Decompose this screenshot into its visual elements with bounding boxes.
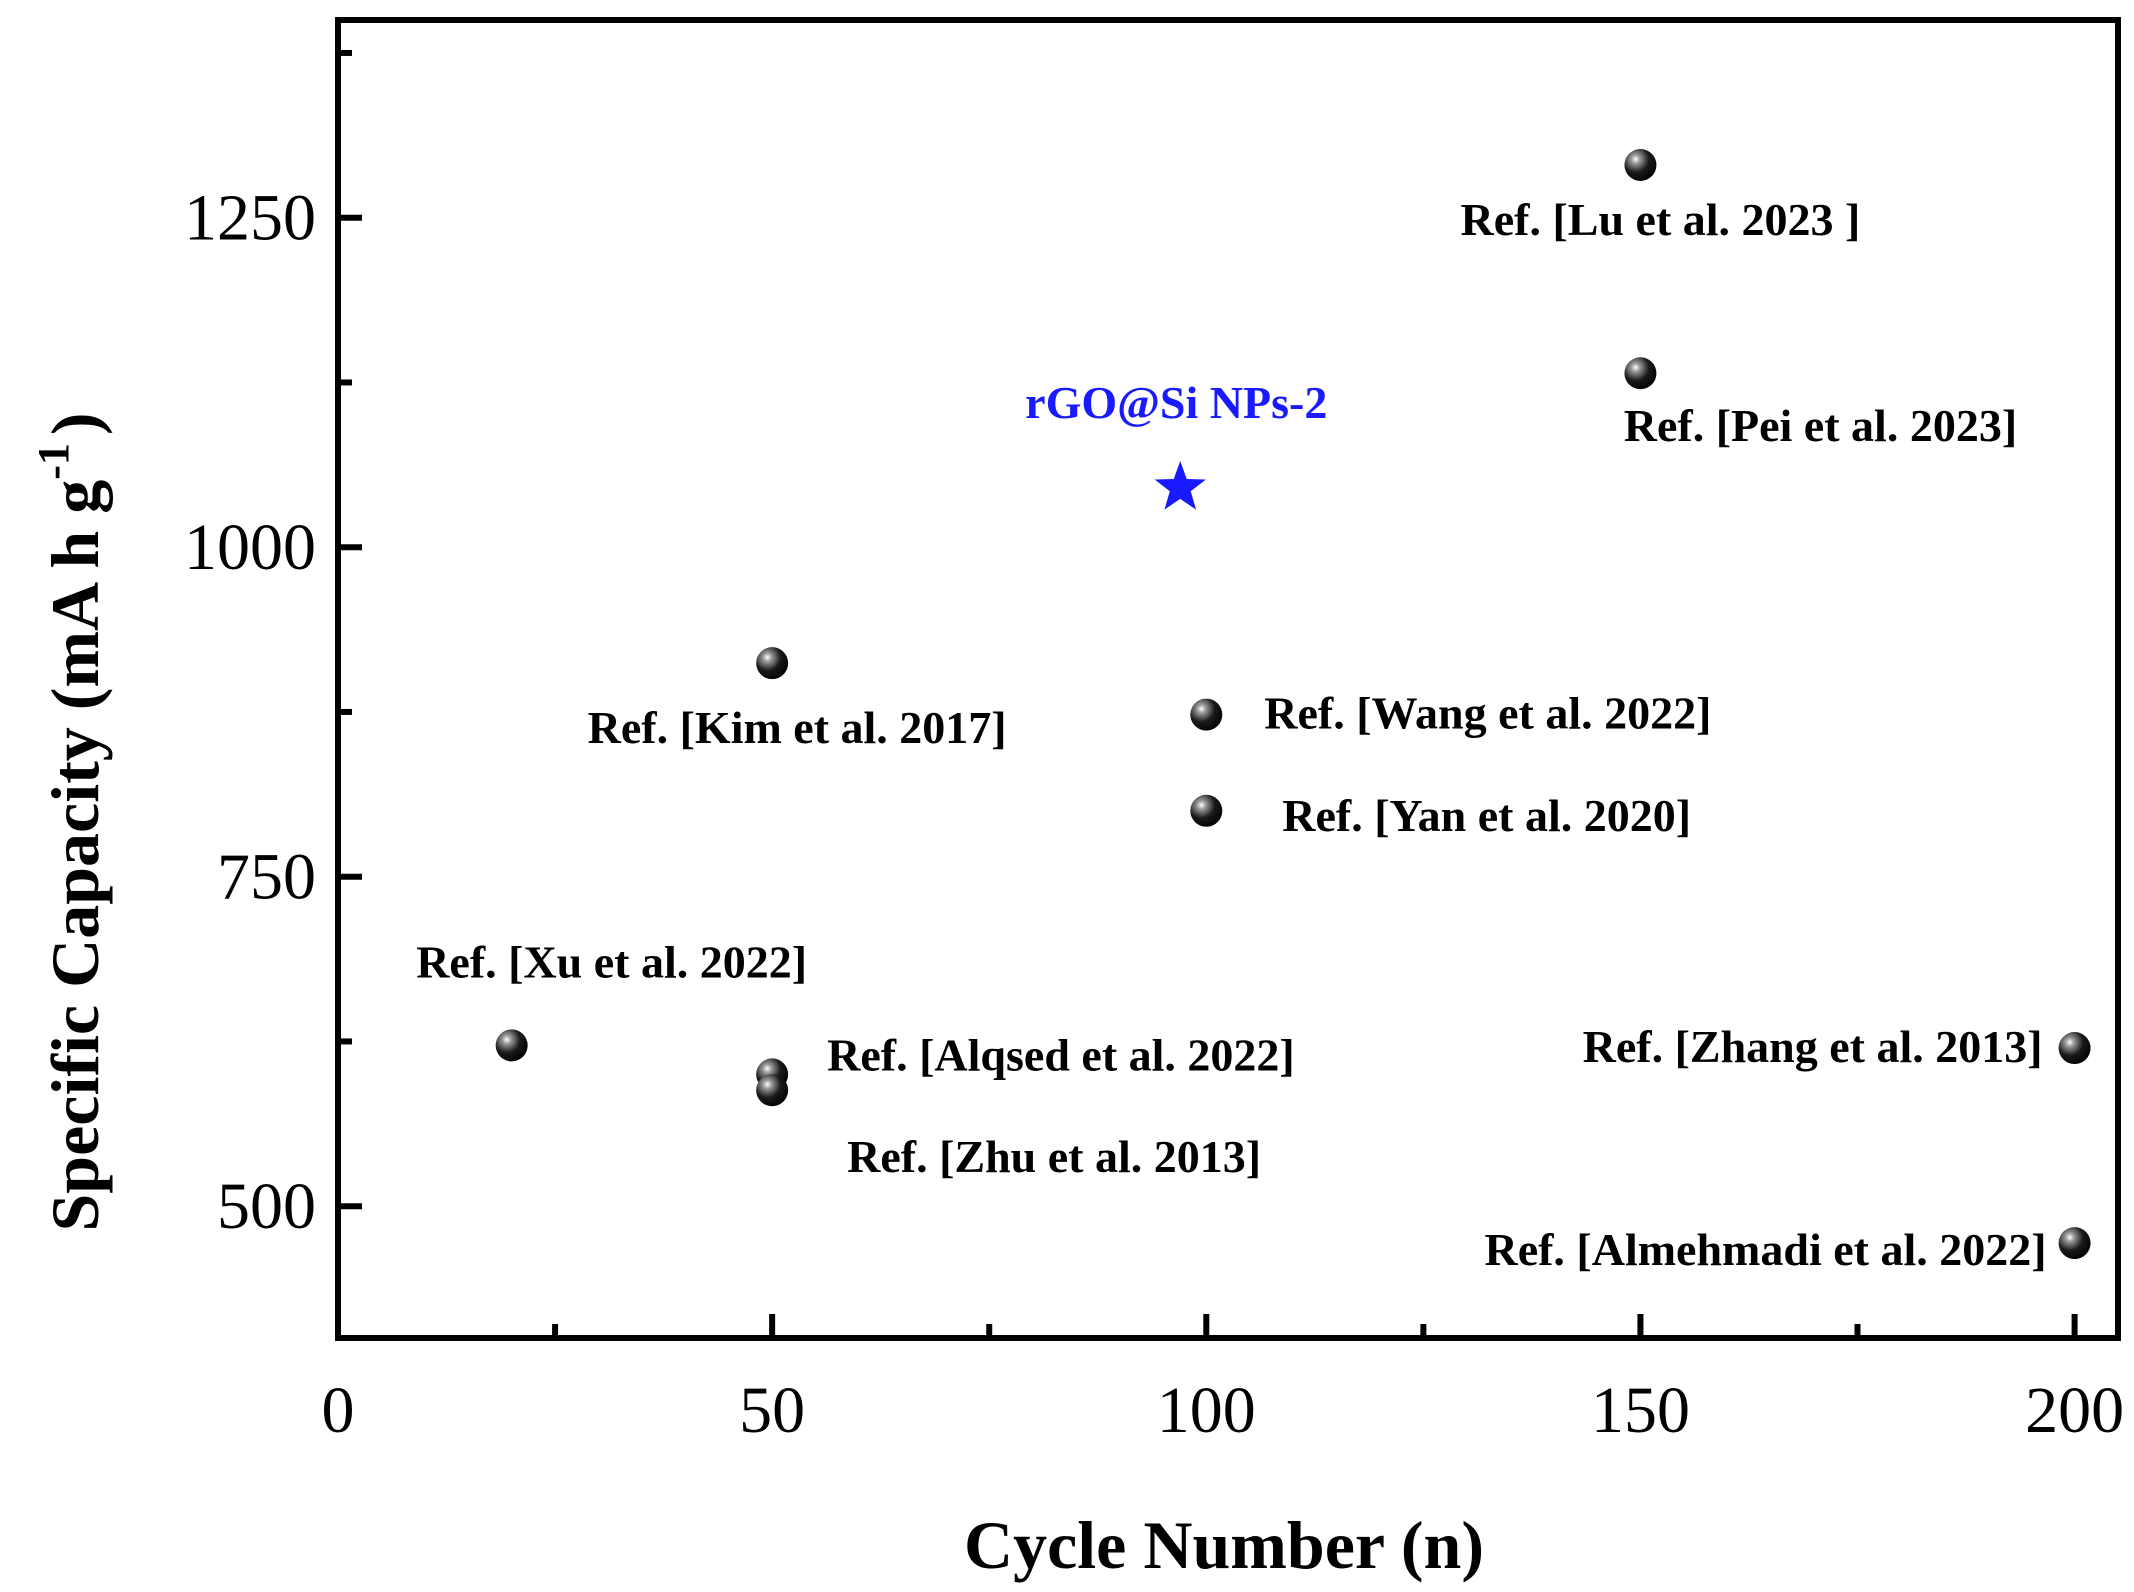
reference-point-marker xyxy=(2058,1032,2091,1065)
y-tick-label: 750 xyxy=(217,841,316,914)
reference-point-label: Ref. [Xu et al. 2022] xyxy=(416,936,807,987)
y-tick-label: 1000 xyxy=(184,511,316,584)
y-axis-title-superscript: -1 xyxy=(29,443,78,480)
reference-point-marker xyxy=(1190,794,1223,827)
reference-point-label: Ref. [Alqsed et al. 2022] xyxy=(827,1029,1295,1080)
reference-point-marker xyxy=(495,1029,528,1062)
tick-labels: 0 50 100 150 200 500 750 1000 1250 xyxy=(184,182,2124,1447)
x-tick-label: 200 xyxy=(2025,1374,2124,1447)
reference-point-marker xyxy=(1624,148,1657,181)
x-tick-label: 100 xyxy=(1157,1374,1256,1447)
reference-point-label: Ref. [Wang et al. 2022] xyxy=(1264,688,1711,739)
reference-point-label: Ref. [Almehmadi et al. 2022] xyxy=(1484,1224,2046,1275)
data-points xyxy=(495,148,2091,1260)
y-tick-label: 1250 xyxy=(184,182,316,255)
point-labels: Ref. [Lu et al. 2023 ] Ref. [Pei et al. 2… xyxy=(416,194,2046,1275)
y-tick-label: 500 xyxy=(217,1170,316,1243)
reference-point-marker xyxy=(2058,1227,2091,1260)
reference-point-marker xyxy=(756,647,789,680)
axes xyxy=(335,17,2121,1341)
highlight-star-marker xyxy=(1154,460,1206,510)
reference-point-label: Ref. [Yan et al. 2020] xyxy=(1282,790,1691,841)
highlight-point-label: rGO@Si NPs-2 xyxy=(1025,377,1327,428)
reference-point-label: Ref. [Zhu et al. 2013] xyxy=(847,1131,1261,1182)
reference-point-label: Ref. [Lu et al. 2023 ] xyxy=(1461,194,1861,245)
x-tick-label: 0 xyxy=(322,1374,355,1447)
y-axis-title: Specific Capacity (mA h g-1) xyxy=(29,412,113,1231)
x-axis-title: Cycle Number (n) xyxy=(964,1507,1484,1583)
reference-point-label: Ref. [Zhang et al. 2013] xyxy=(1583,1021,2043,1072)
reference-point-label: Ref. [Pei et al. 2023] xyxy=(1624,400,2017,451)
reference-point-marker xyxy=(1624,357,1657,390)
reference-point-label: Ref. [Kim et al. 2017] xyxy=(588,702,1007,753)
x-tick-label: 150 xyxy=(1591,1374,1690,1447)
plot-frame xyxy=(335,17,2121,1341)
reference-point-marker xyxy=(756,1074,789,1107)
x-tick-label: 50 xyxy=(739,1374,805,1447)
reference-point-marker xyxy=(1190,698,1223,731)
ticks xyxy=(335,49,2078,1338)
